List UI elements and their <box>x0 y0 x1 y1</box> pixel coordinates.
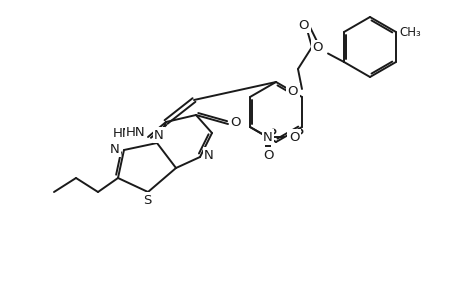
Text: N: N <box>204 148 213 161</box>
Text: O: O <box>262 148 273 161</box>
Text: CH₃: CH₃ <box>398 26 420 38</box>
Text: HN: HN <box>112 127 132 140</box>
Text: O: O <box>287 85 297 98</box>
Text: S: S <box>142 194 151 206</box>
Text: N: N <box>154 128 163 142</box>
Text: HN: HN <box>126 125 146 139</box>
Text: N: N <box>110 142 120 155</box>
Text: O: O <box>230 116 241 128</box>
Text: O: O <box>288 130 299 143</box>
Text: N: N <box>263 130 272 143</box>
Text: O: O <box>298 19 308 32</box>
Text: O: O <box>312 41 323 54</box>
